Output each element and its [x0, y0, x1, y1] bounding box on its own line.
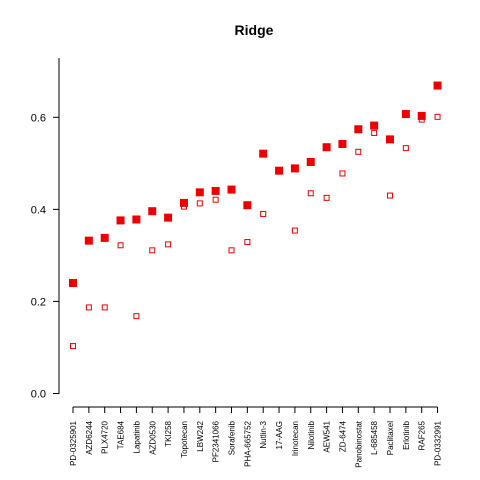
open-square-point [228, 247, 235, 254]
x-tick-label: AEW541 [323, 420, 332, 452]
open-square-point [101, 304, 108, 311]
filled-square-point [69, 279, 77, 288]
filled-square-point [179, 198, 188, 207]
y-tick-label: 0.2 [31, 296, 46, 308]
x-tick-label: PD-0325901 [69, 420, 78, 465]
x-tick-label: AZD6244 [85, 420, 94, 454]
x-tick-label: 17-AAG [275, 421, 284, 449]
x-tick-label: TKI258 [164, 420, 173, 446]
filled-square-point [354, 125, 363, 134]
filled-square-point [290, 164, 299, 173]
filled-square-point [116, 216, 125, 225]
filled-square-point [164, 213, 173, 222]
x-tick-label: PD-0332991 [434, 420, 443, 465]
x-tick-label: Irinotecan [291, 421, 300, 456]
x-tick-label: Topotecan [180, 421, 189, 458]
open-square-point [244, 239, 251, 246]
x-tick-label: Nutlin-3 [259, 420, 268, 448]
open-square-point [291, 227, 298, 234]
x-tick-label: ZD-6474 [338, 420, 347, 452]
x-tick-label: Nilotinib [307, 420, 316, 449]
open-square-point [85, 304, 92, 311]
open-square-point [70, 343, 76, 350]
filled-square-point [275, 166, 284, 175]
x-tick-label: Panobinostat [354, 420, 363, 467]
filled-square-point [306, 157, 315, 166]
open-square-point [307, 190, 314, 197]
filled-square-point [132, 215, 141, 224]
filled-square-point [243, 201, 252, 210]
filled-square-point [211, 186, 220, 195]
open-square-point [434, 113, 441, 120]
x-tick-label: Sorafenib [228, 420, 237, 455]
x-tick-label: PF2341066 [212, 420, 221, 462]
x-tick-label: AZD0530 [148, 420, 157, 454]
x-tick-label: LBW242 [196, 420, 205, 451]
y-tick-label: 0.6 [31, 112, 46, 124]
x-tick-label: Paclitaxel [386, 421, 395, 455]
y-tick-label: 0.0 [31, 389, 46, 401]
filled-square-point [401, 110, 410, 119]
x-tick-label: PLX4720 [101, 420, 110, 453]
filled-square-point [195, 188, 204, 197]
x-tick-label: TAE684 [117, 420, 126, 449]
open-square-point [117, 242, 124, 249]
filled-square-point [322, 143, 331, 152]
open-square-point [260, 210, 267, 217]
x-tick-label: Erlotinib [402, 420, 411, 449]
y-axis: 0.0 0.2 0.4 0.6 [31, 58, 60, 401]
x-tick-label: Lapatinib [132, 420, 141, 453]
x-tick-label: L-685458 [370, 420, 379, 454]
filled-square-point [227, 185, 236, 194]
open-square-point [212, 196, 219, 203]
x-axis: PD-0325901 AZD6244 PLX4720 TAE684 Lapatinib A… [69, 406, 443, 468]
series-open-squares [70, 113, 441, 350]
open-square-point [323, 194, 330, 201]
x-tick-label: RAF265 [418, 420, 427, 450]
open-square-point [339, 170, 346, 177]
open-square-point [402, 145, 409, 152]
y-tick-label: 0.4 [31, 204, 46, 216]
filled-square-point [84, 236, 93, 245]
filled-square-point [386, 135, 394, 144]
filled-square-point [370, 121, 379, 130]
open-square-point [196, 200, 203, 207]
filled-square-point [259, 149, 268, 158]
filled-square-point [338, 139, 347, 148]
x-tick-label: PHA-665752 [243, 420, 252, 466]
filled-square-point [100, 233, 109, 242]
open-square-point [371, 129, 378, 136]
filled-square-point [148, 207, 157, 216]
open-square-point [387, 192, 393, 199]
series-filled-squares [69, 81, 442, 288]
open-square-point [165, 241, 172, 248]
chart-title: Ridge [235, 22, 274, 38]
filled-square-point [433, 81, 442, 90]
open-square-point [133, 313, 140, 320]
filled-square-point [417, 111, 426, 120]
open-square-point [149, 247, 156, 254]
open-square-point [355, 148, 362, 155]
